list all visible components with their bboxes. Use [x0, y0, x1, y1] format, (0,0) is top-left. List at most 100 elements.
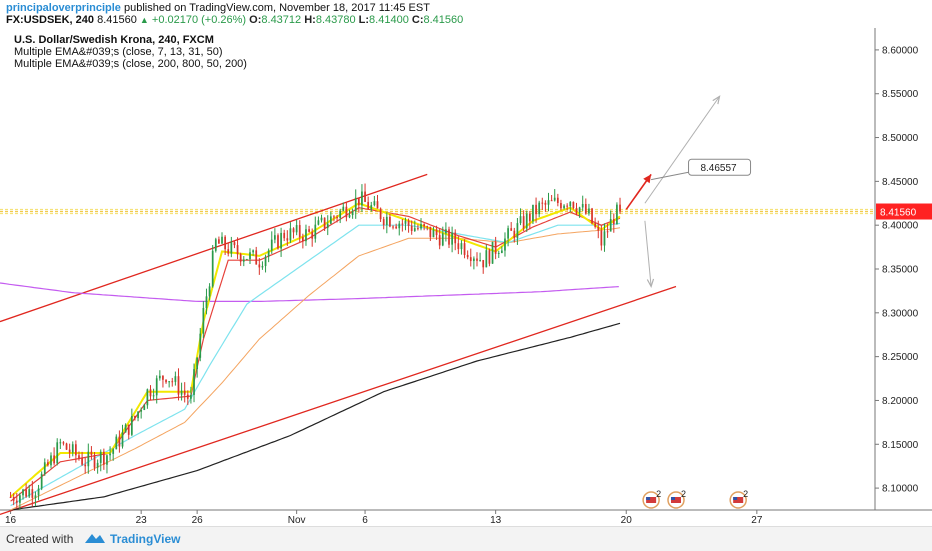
author-link[interactable]: principaloverprinciple — [6, 2, 121, 14]
candle-body — [118, 436, 121, 447]
candle-body — [289, 228, 292, 241]
candle-body — [115, 436, 118, 450]
candle-body — [205, 296, 208, 308]
x-tick-label: 20 — [621, 515, 633, 526]
price-axis-area — [875, 28, 932, 510]
footer-bar: Created with TradingView — [0, 526, 932, 551]
candle-body — [379, 208, 382, 220]
y-tick-label: 8.50000 — [882, 133, 919, 144]
change-value: +0.02170 (+0.26%) — [151, 14, 247, 26]
candle-body — [53, 455, 55, 464]
candle-body — [109, 453, 111, 456]
candle-body — [239, 254, 242, 262]
event-flag-stripes — [670, 497, 681, 503]
current-price-axis-label: 8.41560 — [880, 208, 917, 219]
candle-body — [550, 200, 553, 202]
candle-body — [227, 249, 230, 254]
candle-body — [308, 229, 310, 232]
forecast-arrowhead — [643, 174, 652, 184]
candle-body — [218, 239, 220, 244]
candle-body — [382, 219, 385, 225]
candle-body — [445, 229, 447, 234]
candle-body — [423, 224, 425, 227]
candle-body — [603, 231, 606, 246]
candle-body — [538, 202, 541, 215]
candle-body — [165, 379, 167, 383]
candle-body — [298, 225, 301, 238]
candle-body — [333, 216, 335, 218]
candle-body — [193, 369, 195, 395]
candle-body — [479, 260, 481, 262]
candle-body — [426, 226, 429, 228]
candle-body — [208, 286, 211, 297]
candle-body — [522, 216, 525, 229]
candle-body — [149, 389, 152, 397]
candle-body — [404, 220, 407, 224]
ema800-line — [10, 322, 621, 511]
candle-body — [500, 250, 503, 253]
candle-body — [292, 228, 295, 233]
candle-body — [93, 454, 96, 468]
projection-up-line — [644, 96, 720, 204]
candle-body — [569, 201, 572, 207]
candle-body — [454, 232, 457, 244]
candle-body — [22, 489, 24, 496]
ema50-line — [10, 227, 621, 511]
candle-body — [19, 495, 21, 503]
candle-body — [130, 415, 133, 435]
candle-body — [575, 208, 578, 213]
candle-body — [532, 204, 534, 222]
candle-body — [339, 210, 342, 218]
candle-body — [497, 252, 500, 254]
candle-body — [134, 415, 136, 419]
candle-body — [280, 232, 282, 249]
candle-body — [264, 256, 267, 267]
candle-body — [435, 229, 438, 236]
candle-body — [367, 201, 370, 210]
publish-text: published on TradingView.com, November 1… — [123, 2, 430, 14]
price-chart[interactable]: 8.10000 8.15000 8.20000 8.25000 8.30000 8.350… — [0, 28, 932, 526]
candle-body — [270, 239, 273, 251]
candle-body — [230, 242, 233, 254]
candle-body — [491, 241, 494, 264]
target-price-leader — [651, 171, 689, 181]
candle-body — [507, 228, 509, 239]
candle-body — [258, 264, 261, 268]
open-label: O: — [249, 14, 262, 26]
candle-body — [252, 250, 254, 253]
candle-body — [40, 473, 43, 489]
candle-body — [140, 410, 143, 412]
candle-body — [171, 381, 174, 383]
candle-body — [174, 376, 177, 382]
candle-body — [221, 236, 223, 244]
candle-body — [186, 394, 189, 399]
candle-body — [451, 232, 453, 245]
low-label: L: — [358, 14, 370, 26]
candle-body — [87, 451, 90, 467]
close-value: 8.41560 — [423, 14, 464, 26]
candle-body — [566, 205, 569, 207]
tradingview-brand[interactable]: TradingView — [110, 532, 181, 546]
close-label: C: — [411, 14, 424, 26]
candle-body — [336, 217, 338, 219]
candle-body — [329, 216, 332, 224]
candle-body — [357, 197, 360, 206]
y-tick-label: 8.55000 — [882, 89, 919, 100]
candle-body — [249, 252, 251, 260]
candle-body — [619, 204, 621, 212]
candle-body — [504, 238, 506, 251]
candle-body — [398, 223, 401, 229]
candle-body — [62, 442, 65, 444]
candle-body — [588, 208, 590, 214]
candle-body — [246, 259, 248, 261]
candle-body — [224, 236, 226, 250]
candle-body — [68, 449, 71, 453]
candle-body — [155, 378, 158, 396]
candle-body — [385, 216, 388, 225]
candle-body — [71, 444, 74, 453]
candle-body — [283, 232, 286, 239]
publish-info: principaloverprinciple published on Trad… — [6, 2, 430, 14]
candle-body — [578, 207, 581, 213]
candle-body — [482, 260, 485, 268]
candle-body — [485, 250, 488, 268]
